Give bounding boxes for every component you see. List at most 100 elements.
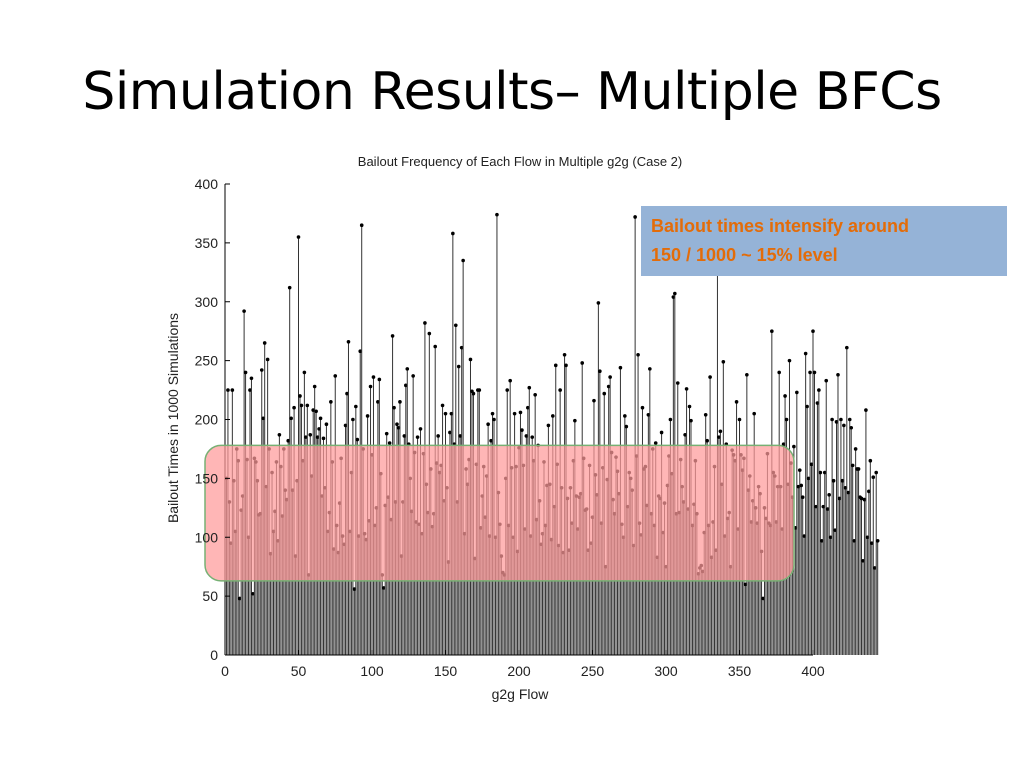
stem-marker-418 (837, 496, 842, 501)
y-tick-label-150: 150 (195, 470, 219, 486)
stem-marker-211 (533, 392, 537, 397)
stem-marker-382 (784, 417, 789, 422)
stem-marker-205 (524, 434, 529, 438)
stem-marker-133 (418, 427, 423, 431)
stem-marker-313 (683, 433, 687, 437)
y-tick-label-200: 200 (195, 412, 219, 428)
stem-marker-47 (292, 405, 296, 410)
stem-marker-350 (737, 417, 742, 422)
stem-marker-408 (822, 470, 827, 475)
y-tick-label-50: 50 (202, 588, 218, 604)
stem-marker-317 (689, 418, 693, 423)
stem-marker-10 (237, 596, 242, 601)
stem-marker-424 (846, 490, 851, 495)
stem-marker-232 (564, 363, 568, 368)
stem-marker-157 (453, 323, 458, 328)
stem-marker-390 (796, 484, 801, 489)
stem-marker-150 (443, 411, 448, 416)
x-tick-label-100: 100 (360, 663, 384, 679)
stem-marker-154 (449, 411, 454, 416)
stem-marker-441 (871, 475, 876, 479)
stem-marker-50 (296, 235, 301, 239)
stem-marker-255 (598, 369, 602, 374)
stem-marker-161 (459, 345, 464, 350)
chart-title: Bailout Frequency of Each Flow in Multip… (358, 154, 682, 169)
stem-marker-337 (718, 429, 723, 434)
stem-marker-395 (803, 351, 808, 356)
stem-marker-112 (387, 441, 392, 445)
stem-marker-417 (836, 372, 840, 377)
stem-marker-389 (795, 390, 799, 395)
stem-marker-29 (265, 357, 270, 362)
stem-marker-348 (734, 400, 739, 404)
stem-marker-58 (308, 433, 313, 437)
y-tick-label-250: 250 (195, 353, 219, 369)
stem-marker-330 (708, 375, 712, 379)
stem-marker-281 (636, 352, 640, 357)
y-tick-label-0: 0 (210, 647, 218, 663)
x-tick-label-300: 300 (654, 663, 678, 679)
stem-marker-105 (377, 377, 382, 382)
stem-marker-64 (317, 427, 321, 431)
stem-marker-145 (436, 434, 440, 438)
stem-marker-400 (811, 329, 815, 333)
stem-marker-60 (311, 408, 316, 412)
stem-marker-92 (358, 349, 363, 354)
stem-marker-427 (850, 463, 855, 468)
stem-marker-429 (853, 447, 858, 451)
stem-marker-422 (843, 485, 848, 490)
stem-marker-183 (492, 417, 496, 422)
stem-marker-360 (752, 411, 756, 416)
stem-marker-404 (817, 388, 821, 392)
stem-marker-336 (717, 435, 721, 439)
stem-marker-223 (551, 414, 555, 418)
stem-marker-254 (596, 301, 601, 305)
stem-marker-13 (242, 309, 246, 313)
stem-marker-18 (249, 376, 254, 381)
stem-marker-128 (411, 374, 415, 378)
stem-marker-434 (861, 559, 865, 563)
stem-marker-114 (390, 334, 395, 338)
stem-marker-52 (299, 403, 304, 408)
stem-marker-63 (315, 435, 320, 439)
stem-marker-26 (261, 416, 266, 421)
stem-marker-308 (675, 381, 680, 385)
stem-marker-67 (321, 436, 326, 441)
stem-marker-411 (827, 493, 831, 497)
stem-marker-27 (262, 341, 267, 345)
stem-marker-407 (821, 504, 826, 509)
stem-marker-251 (592, 398, 596, 403)
stem-marker-202 (520, 428, 524, 432)
stem-marker-393 (800, 495, 805, 500)
stem-marker-381 (783, 394, 787, 398)
stem-marker-123 (404, 383, 408, 388)
stem-marker-43 (286, 438, 291, 443)
x-tick-label-250: 250 (581, 663, 605, 679)
callout-line-2: 150 / 1000 ~ 15% level (651, 245, 838, 265)
stem-marker-88 (352, 587, 357, 591)
stem-marker-403 (815, 401, 820, 405)
stem-marker-69 (324, 422, 329, 427)
stem-marker-444 (875, 538, 880, 543)
stem-marker-435 (862, 497, 867, 502)
stem-marker-396 (805, 404, 809, 409)
stem-marker-258 (602, 391, 607, 396)
stem-marker-410 (825, 507, 830, 511)
stem-marker-387 (792, 444, 796, 449)
stem-marker-339 (721, 360, 726, 364)
stem-marker-402 (814, 504, 818, 509)
stem-marker-243 (580, 361, 585, 365)
y-tick-label-300: 300 (195, 294, 219, 310)
stem-marker-19 (251, 591, 255, 596)
x-axis-label: g2g Flow (492, 686, 550, 702)
stem-marker-159 (456, 364, 461, 369)
slide-title: Simulation Results– Multiple BFCs (82, 62, 942, 122)
stem-marker-391 (797, 468, 802, 472)
x-tick-label-0: 0 (221, 663, 229, 679)
stem-marker-197 (512, 411, 517, 416)
stem-marker-401 (812, 370, 817, 375)
stem-marker-238 (573, 418, 577, 423)
stem-marker-110 (384, 431, 389, 436)
stem-marker-288 (646, 412, 651, 417)
